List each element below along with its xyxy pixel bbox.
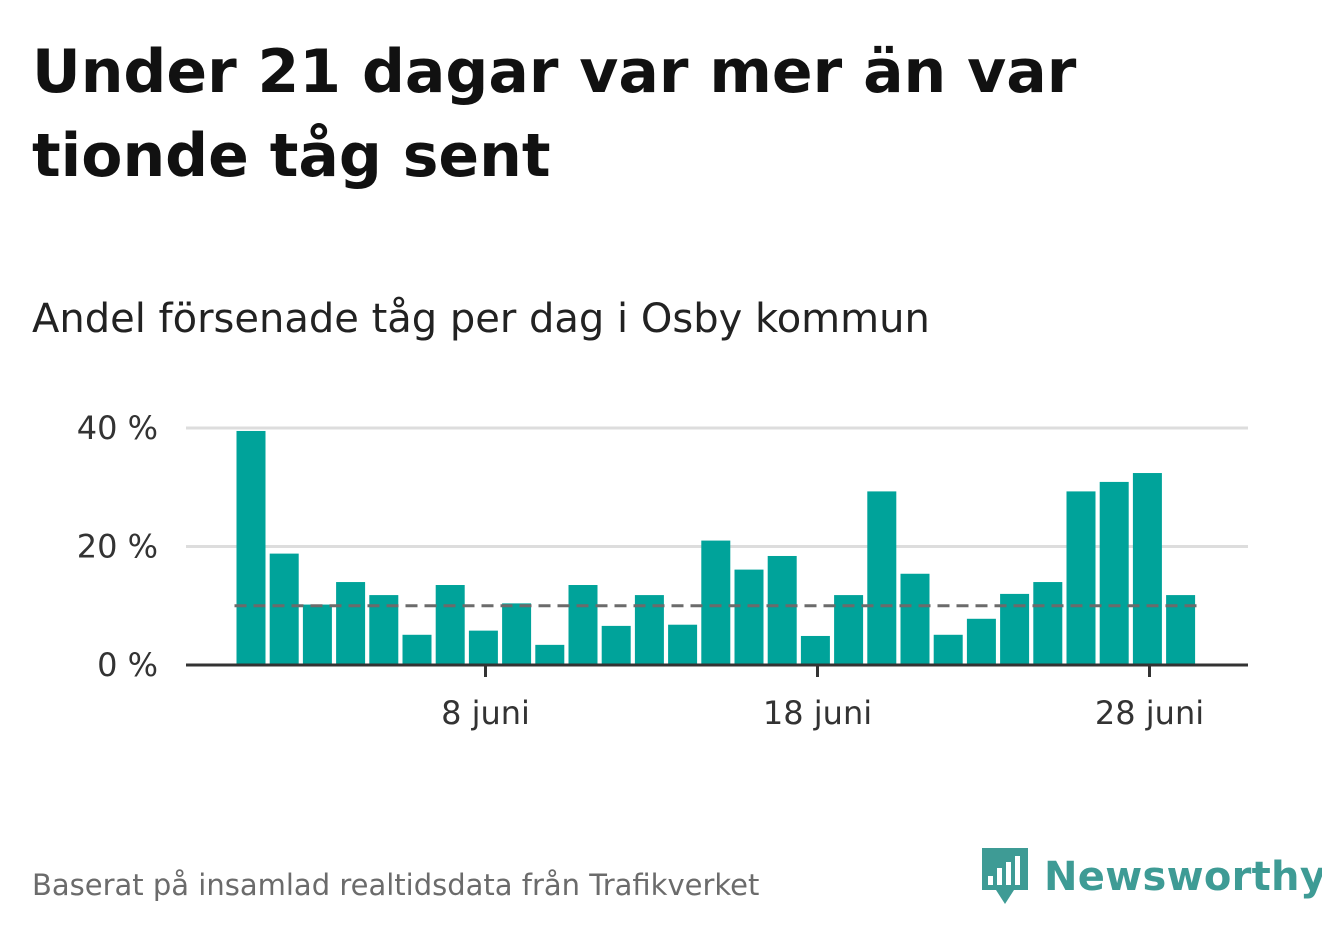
bar [336,582,366,665]
bar-chart: 0 % 20 % 40 % 8 juni 18 juni 28 juni [77,409,1248,732]
y-tick-label: 40 % [77,409,158,447]
bar [900,573,930,665]
bar [535,644,565,665]
brand-name: Newsworthy [1044,854,1322,900]
bar [568,585,598,665]
bar [867,491,897,665]
bar [1099,481,1129,665]
bar [402,634,432,665]
bar [1033,582,1063,665]
bar [1132,473,1162,665]
y-tick-label: 20 % [77,528,158,566]
bar [767,555,797,665]
chart-subtitle: Andel försenade tåg per dag i Osby kommu… [32,296,930,342]
newsworthy-logo-icon [982,848,1028,904]
y-tick-labels: 0 % 20 % 40 % [77,409,158,684]
y-tick-label: 0 % [97,646,158,684]
bar [269,553,299,665]
bar [701,540,731,665]
bar [302,604,332,665]
bar [1066,491,1096,665]
bar [236,430,266,665]
bar [734,569,764,665]
bar [435,585,465,665]
brand-logo[interactable]: Newsworthy [980,846,1322,908]
x-tick-label: 8 juni [441,694,530,732]
bar [933,634,963,665]
bar [668,624,698,665]
source-note: Baserat på insamlad realtidsdata från Tr… [32,868,760,902]
x-tick-label: 28 juni [1095,694,1204,732]
x-tick-label: 18 juni [763,694,872,732]
x-tick-labels: 8 juni 18 juni 28 juni [441,665,1204,732]
bar [468,630,498,665]
bar [966,618,996,665]
bar [502,603,532,665]
chart-title: Under 21 dagar var mer än var tionde tåg… [32,37,1077,191]
bar [800,635,830,665]
bar [601,625,631,665]
